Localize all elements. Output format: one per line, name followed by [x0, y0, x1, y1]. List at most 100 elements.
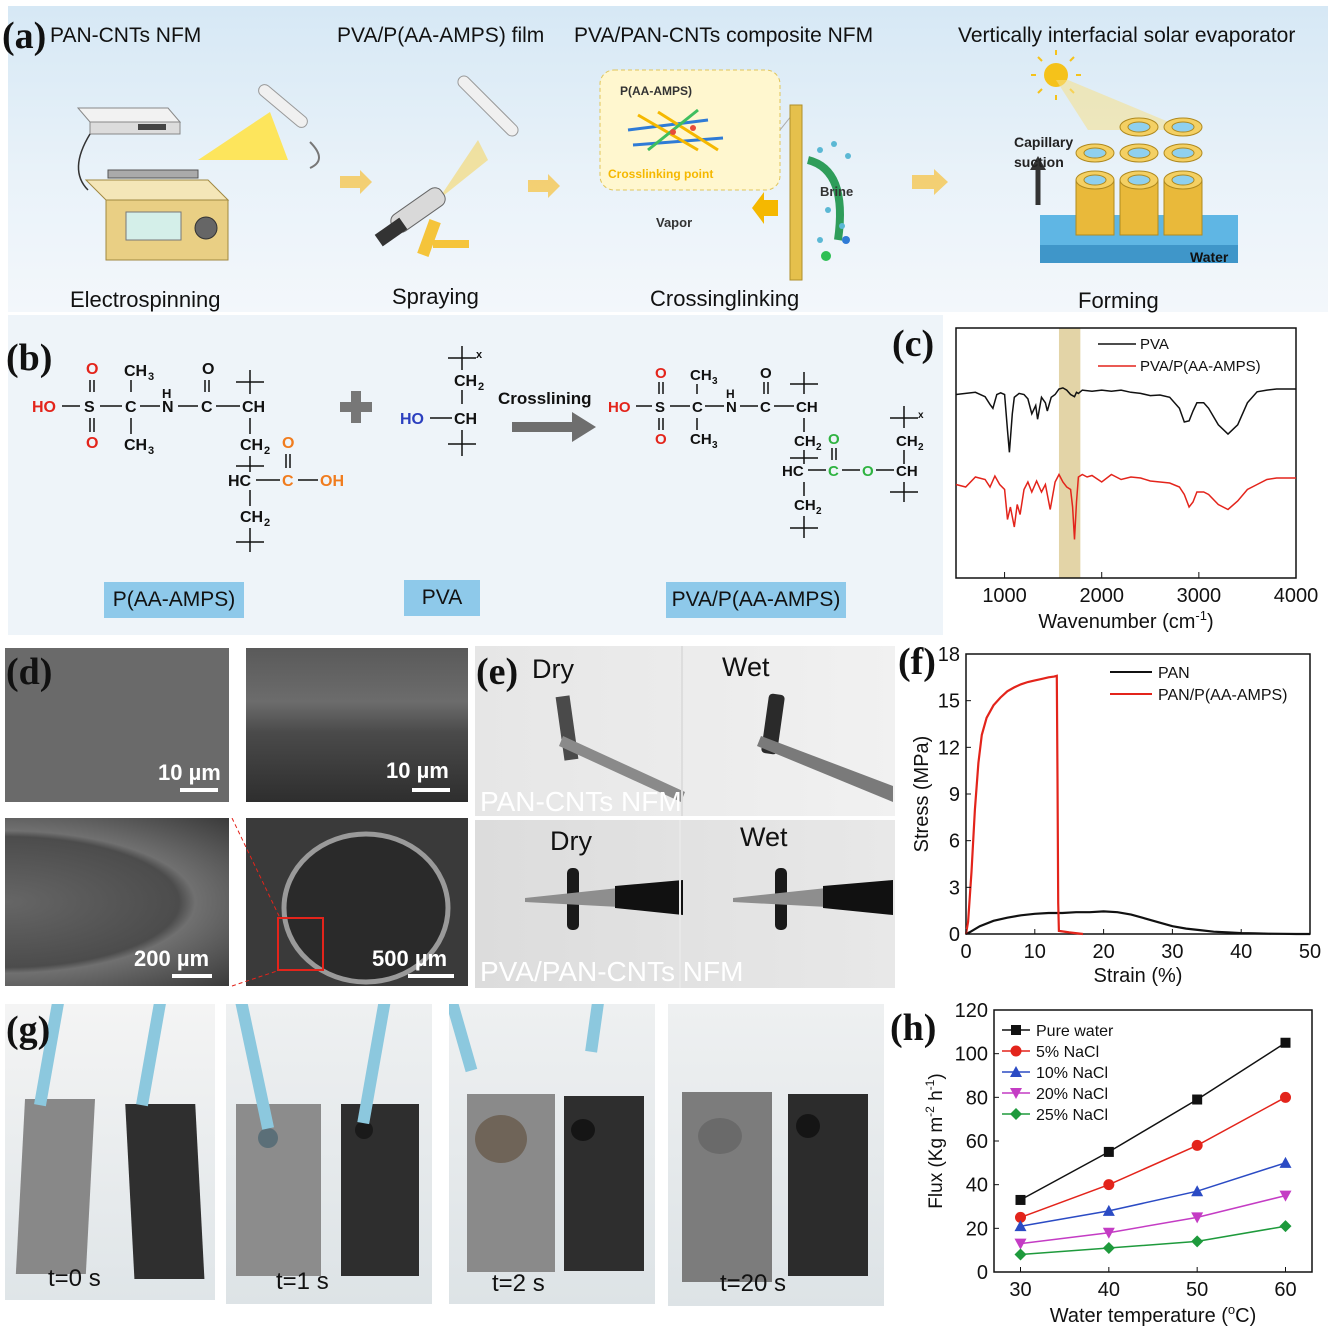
atom-oh-1: OH [320, 473, 344, 490]
atom-c-1: C [125, 399, 137, 416]
label-pva: PVA [404, 580, 480, 616]
legend-label-4: 25% NaCl [1036, 1107, 1108, 1124]
atom-ho-2: HO [400, 411, 424, 428]
atom-o-8: O [828, 431, 840, 448]
y-tick-label-4: 12 [938, 737, 960, 759]
x-axis-label: Strain (%) [1094, 965, 1183, 987]
x-tick-label-3: 4000 [1274, 585, 1319, 607]
photo-g-4 [668, 1004, 884, 1306]
x-tick-label-0: 0 [960, 941, 971, 963]
panel-f-letter: (f) [898, 641, 936, 683]
y-tick-label-1: 3 [949, 877, 960, 899]
y-tick-label-5: 15 [938, 691, 960, 713]
atom-x-2: x [918, 410, 924, 421]
legend-marker-3 [1010, 1088, 1022, 1099]
atom-c-4: C [692, 399, 703, 416]
atom-ch-4: CH [896, 463, 918, 480]
x-tick-label-3: 30 [1161, 941, 1183, 963]
step-crosslinking: Crossinglinking [650, 286, 800, 311]
atom-ch3-4: CH [690, 431, 712, 448]
y-tick-label-4: 80 [966, 1087, 988, 1109]
x-axis-label: Wavenumber (cm-1) [1038, 608, 1213, 633]
atom-ho-3: HO [608, 399, 631, 416]
y-tick-label-0: 0 [949, 924, 960, 946]
atom-h-1: H [162, 386, 171, 401]
atom-ch-3: CH [796, 399, 818, 416]
panel-g-letter: (g) [6, 1009, 51, 1051]
atom-o-5: O [655, 365, 667, 382]
atom-hc-2: HC [782, 463, 804, 480]
photo-e-top-label: PAN-CNTs NFM [480, 786, 682, 817]
legend-label-2: 10% NaCl [1036, 1065, 1108, 1082]
arrow-3-icon [912, 169, 948, 195]
legend-marker-2 [1010, 1066, 1022, 1077]
x-axis-label: Water temperature (oC) [1050, 1302, 1257, 1327]
label-pva-paa-amps: PVA/P(AA-AMPS) [666, 582, 846, 618]
photo-e-top-wet: Wet [722, 652, 770, 682]
polymer-network-icon [627, 108, 724, 152]
atom-c-6: C [828, 463, 839, 480]
panel-c-letter: (c) [892, 323, 935, 365]
x-tick-label-1: 10 [1024, 941, 1046, 963]
reaction-label: Crosslining [498, 389, 592, 408]
sem-image-2 [246, 648, 468, 802]
series-line-1 [964, 674, 1084, 936]
data-point-0-0 [1015, 1194, 1026, 1205]
atom-s-2: S [655, 399, 665, 416]
panel-b-letter: (b) [6, 337, 53, 379]
panel-a-title-4: Vertically interfacial solar evaporator [958, 24, 1296, 47]
data-point-3-3 [1279, 1190, 1292, 1202]
legend-marker-1 [1010, 1045, 1022, 1057]
atom-x-1: x [476, 349, 483, 361]
step-spraying: Spraying [392, 284, 479, 309]
panel-a-title-1: PAN-CNTs NFM [50, 24, 202, 47]
legend-label-1: PVA/P(AA-AMPS) [1140, 358, 1261, 375]
photo-g-1 [5, 1004, 215, 1300]
atom-o-2: O [86, 435, 98, 452]
x-tick-label-4: 40 [1230, 941, 1252, 963]
step-forming: Forming [1078, 288, 1159, 313]
photo-g-2 [226, 1004, 432, 1304]
legend-marker-0 [1011, 1025, 1021, 1035]
data-point-4-2 [1191, 1235, 1204, 1248]
atom-o-4: O [282, 435, 294, 452]
atom-ch2-1: CH [240, 437, 263, 454]
crosslinking-point-label: Crosslinking point [608, 167, 713, 181]
zoom-box [277, 917, 324, 971]
y-tick-label-3: 60 [966, 1131, 988, 1153]
series-line-pva [955, 387, 1296, 453]
atom-ch2-6: CH [794, 497, 816, 514]
atom-sub3-2: 3 [148, 445, 154, 457]
step-electrospinning: Electrospinning [70, 287, 221, 312]
y-tick-label-2: 6 [949, 831, 960, 853]
atom-ch2-5: CH [896, 433, 918, 450]
x-tick-label-2: 20 [1092, 941, 1114, 963]
vapor-arrow-icon [752, 192, 778, 224]
sem-image-3 [5, 818, 229, 986]
sem-image-4 [246, 818, 468, 986]
time-label-2: t=1 s [276, 1268, 329, 1295]
atom-ch3-1: CH [124, 363, 147, 380]
legend-label-1: PAN/P(AA-AMPS) [1158, 687, 1288, 704]
photo-e-bottom-wet: Wet [740, 822, 788, 852]
data-point-1-3 [1280, 1091, 1291, 1103]
spray-gun-icon [374, 75, 519, 257]
panel-b-reaction-scheme: HO S O O C CH 3 CH 3 H N C O CH CH 2 HC … [32, 346, 924, 552]
data-point-0-2 [1192, 1094, 1203, 1105]
data-point-2-1 [1102, 1204, 1115, 1216]
x-tick-label-0: 30 [1009, 1279, 1031, 1301]
legend-label-3: 20% NaCl [1036, 1086, 1108, 1103]
sem-1-scalebar [180, 788, 218, 792]
atom-o-6: O [655, 431, 667, 448]
sem-4-scalebar-label: 500 µm [372, 946, 448, 971]
atom-o-1: O [86, 361, 98, 378]
evaporator-cylinders-icon [1075, 117, 1203, 236]
photo-e-top [475, 646, 895, 816]
atom-ch-2: CH [454, 411, 477, 428]
sem-3-scalebar-label: 200 µm [134, 946, 210, 971]
sem-4-scalebar [408, 974, 454, 978]
sem-1-scalebar-label: 10 µm [158, 760, 221, 785]
sem-2-scalebar [412, 788, 450, 792]
atom-sub2-4: 2 [816, 442, 822, 453]
time-label-1: t=0 s [48, 1265, 101, 1292]
